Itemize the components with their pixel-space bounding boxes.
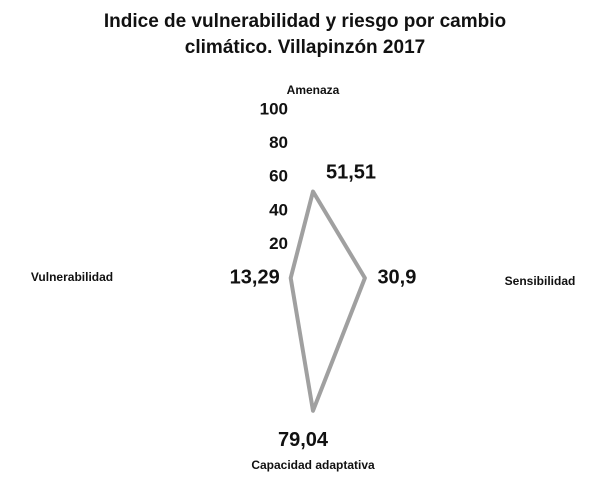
chart-title: Indice de vulnerabilidad y riesgo por ca… xyxy=(104,11,506,32)
category-label: Amenaza xyxy=(287,83,340,97)
chart-title: climático. Villapinzón 2017 xyxy=(185,37,425,58)
tick-label: 40 xyxy=(269,200,288,219)
category-label: Sensibilidad xyxy=(505,274,576,288)
category-label: Capacidad adaptativa xyxy=(251,458,375,472)
category-label: Vulnerabilidad xyxy=(31,270,113,284)
tick-label: 60 xyxy=(269,167,288,186)
tick-label: 20 xyxy=(269,234,288,253)
value-label: 30,9 xyxy=(377,266,416,288)
radar-line xyxy=(288,189,367,413)
value-label: 51,51 xyxy=(326,162,376,184)
value-label: 13,29 xyxy=(230,266,280,288)
tick-label: 100 xyxy=(260,99,288,118)
tick-label: 80 xyxy=(269,133,288,152)
value-label: 79,04 xyxy=(278,429,329,451)
